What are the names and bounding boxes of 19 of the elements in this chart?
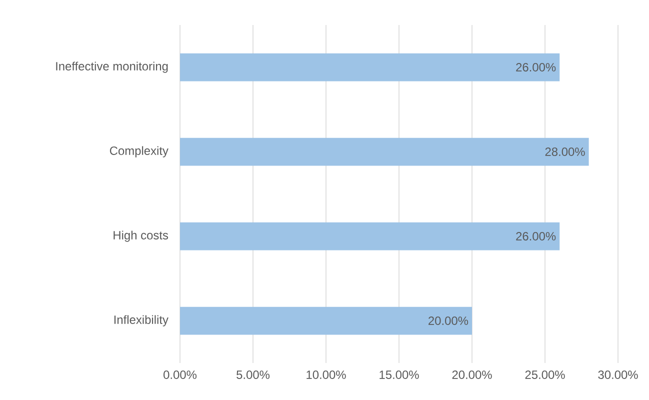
x-tick-label: 10.00%	[306, 370, 346, 379]
x-tick-label: 30.00%	[598, 370, 638, 379]
y-tick-label: Complexity	[110, 146, 168, 158]
x-tick-label: 15.00%	[380, 370, 419, 379]
y-tick-label: High costs	[114, 230, 168, 242]
x-tick-label: 25.00%	[525, 370, 565, 379]
x-tick-label: 20.00%	[452, 370, 492, 379]
data-label: 26.00%	[516, 63, 556, 72]
y-tick-label: Inflexibility	[114, 315, 168, 326]
bar	[180, 306, 472, 335]
bar	[180, 53, 560, 82]
data-label: 20.00%	[428, 316, 468, 325]
x-tick-label: 0.00%	[164, 370, 197, 379]
data-label: 28.00%	[545, 148, 585, 156]
bar	[180, 138, 589, 166]
data-label: 26.00%	[516, 232, 556, 240]
bar	[180, 222, 560, 250]
y-tick-label: Ineffective monitoring	[56, 62, 168, 73]
x-tick-label: 5.00%	[236, 370, 270, 379]
